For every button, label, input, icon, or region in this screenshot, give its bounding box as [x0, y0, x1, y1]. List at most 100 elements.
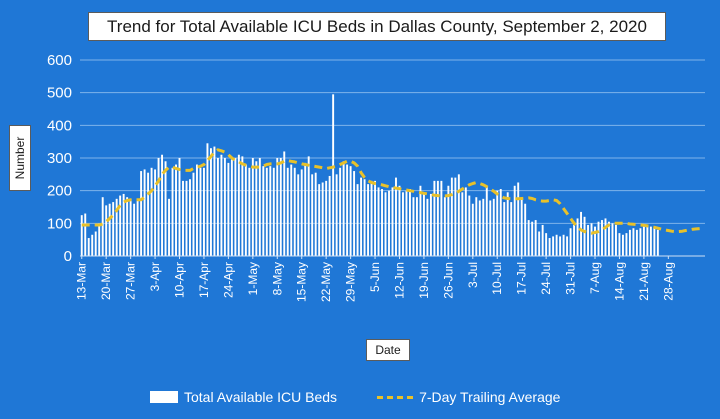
x-tick-label: 15-May — [295, 262, 309, 302]
bar — [182, 180, 184, 256]
x-tick-label: 27-Mar — [124, 262, 138, 300]
bar — [91, 234, 94, 256]
bar — [108, 203, 111, 256]
bar — [136, 198, 139, 256]
bar — [213, 146, 216, 256]
bar — [377, 187, 380, 256]
y-axis-label: Number — [13, 136, 27, 180]
bar — [244, 164, 247, 256]
bar — [485, 185, 488, 256]
bar — [220, 154, 223, 256]
bar — [464, 187, 467, 256]
bar — [587, 224, 589, 256]
x-tick-label: 22-May — [319, 262, 333, 302]
x-tick-label: 20-Mar — [99, 262, 113, 300]
bar — [646, 224, 649, 256]
bar — [496, 190, 499, 256]
y-tick-label: 0 — [64, 248, 72, 265]
legend-item-average: 7-Day Trailing Average — [377, 389, 560, 405]
bar — [433, 180, 436, 256]
bar — [276, 158, 279, 256]
bar — [499, 189, 502, 256]
bar — [346, 164, 349, 256]
y-tick-label: 100 — [47, 215, 72, 232]
bar — [408, 189, 411, 256]
bar — [506, 192, 509, 256]
x-tick-label: 10-Apr — [173, 262, 187, 298]
x-tick-label: 13-Mar — [75, 262, 89, 300]
bar — [405, 190, 408, 256]
bar — [241, 156, 244, 256]
bar — [635, 229, 638, 256]
bar — [583, 216, 586, 256]
bar — [370, 180, 373, 256]
bar — [604, 218, 607, 256]
bar — [318, 184, 321, 256]
bar — [272, 167, 275, 256]
bar — [531, 221, 534, 256]
x-tick-label: 7-Aug — [588, 262, 602, 294]
bar — [510, 202, 513, 256]
bar — [618, 233, 621, 256]
x-tick-label: 1-May — [246, 262, 260, 295]
bar — [374, 180, 377, 256]
bar — [140, 171, 143, 256]
bar — [566, 236, 569, 256]
bar — [517, 182, 520, 256]
bar — [171, 167, 174, 256]
bar — [314, 172, 317, 256]
bar — [559, 236, 562, 256]
bar — [594, 226, 596, 256]
bar — [398, 185, 401, 256]
bar — [293, 167, 296, 256]
bar — [297, 174, 300, 256]
x-tick-label: 3-Jul — [466, 262, 480, 288]
bar — [426, 198, 429, 256]
bar — [391, 187, 394, 256]
bar — [642, 226, 645, 256]
bar — [119, 195, 122, 256]
x-axis-label-box: Date — [366, 339, 410, 361]
bar — [311, 174, 314, 256]
bar — [440, 180, 443, 256]
bar — [290, 164, 293, 256]
bar — [265, 167, 268, 256]
x-tick-label: 14-Aug — [612, 262, 626, 301]
chart-title: Trend for Total Available ICU Beds in Da… — [107, 16, 647, 36]
bar — [87, 238, 90, 256]
bar — [126, 197, 129, 256]
bar — [520, 198, 523, 256]
bar — [471, 203, 474, 256]
x-tick-label: 24-Jul — [539, 262, 553, 295]
bar — [412, 197, 415, 256]
bar — [447, 185, 450, 256]
bar — [150, 167, 153, 256]
bar — [489, 200, 492, 256]
bar — [202, 167, 205, 256]
bar — [269, 166, 272, 256]
bar — [538, 231, 541, 256]
x-tick-label: 26-Jun — [441, 262, 455, 299]
bar — [402, 192, 404, 256]
x-tick-label: 19-Jun — [417, 262, 431, 299]
bar — [356, 184, 359, 256]
bar — [223, 158, 226, 256]
x-axis-label: Date — [375, 343, 401, 357]
bar — [492, 198, 495, 256]
x-tick-label: 12-Jun — [392, 262, 406, 299]
bar — [147, 172, 150, 256]
x-tick-label: 10-Jul — [490, 262, 504, 295]
bar — [300, 169, 303, 256]
bar — [227, 162, 230, 256]
bar — [656, 229, 659, 256]
bar — [307, 156, 310, 256]
bar — [363, 179, 366, 256]
bar — [192, 172, 195, 256]
bar — [395, 177, 397, 256]
legend-bar-swatch — [150, 391, 178, 403]
bar — [189, 179, 191, 256]
bar — [590, 223, 593, 256]
bar — [321, 182, 324, 256]
